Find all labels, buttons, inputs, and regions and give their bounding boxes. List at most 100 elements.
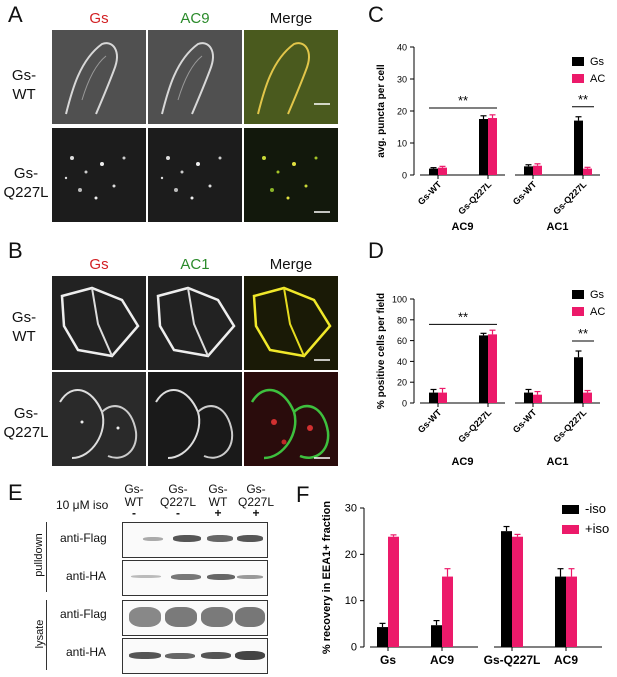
x-tick-label: Gs-Q227L <box>551 179 588 216</box>
band <box>237 575 263 579</box>
legend-swatch <box>572 57 584 66</box>
bar <box>438 167 447 175</box>
y-tick-label: 60 <box>397 336 407 346</box>
row-label-gs-wt: Gs- WT <box>11 67 37 103</box>
bar <box>431 625 442 647</box>
band <box>165 607 197 627</box>
y-tick-label: 30 <box>397 75 407 85</box>
micrograph-b-gs-wt-merge <box>244 276 338 370</box>
bar <box>533 165 542 175</box>
legend-swatch <box>572 290 584 299</box>
y-tick-label: 40 <box>397 357 407 367</box>
iso-treatment-label: 10 μM iso <box>56 498 109 512</box>
group-label: AC9 <box>451 221 473 232</box>
micrograph-b-q227l-merge <box>244 372 338 466</box>
band <box>131 575 161 578</box>
bar <box>555 576 566 647</box>
band <box>171 574 201 580</box>
legend-label: -iso <box>585 501 606 516</box>
band <box>207 535 233 542</box>
micrograph-a-q227l-gs <box>52 128 146 222</box>
x-tick-label: Gs-WT <box>416 407 444 435</box>
lane-header-4: Gs- Q227L <box>238 482 275 509</box>
pulldown-bracket <box>46 522 51 592</box>
y-axis-label: % positive cells per field <box>376 293 387 409</box>
band <box>129 607 161 627</box>
legend-label: AC <box>590 306 605 318</box>
y-tick-label: 10 <box>397 139 407 149</box>
legend-swatch <box>562 525 579 534</box>
micrograph-a-q227l-ac9 <box>148 128 242 222</box>
bar <box>524 166 533 175</box>
legend-swatch <box>572 307 584 316</box>
significance-stars: ** <box>578 326 588 341</box>
bar <box>566 576 577 647</box>
significance-stars: ** <box>458 93 468 108</box>
legend-label: Gs <box>590 56 605 68</box>
blot-row-label-1: anti-Flag <box>60 531 107 545</box>
bar <box>524 392 533 403</box>
bar <box>479 335 488 403</box>
x-tick-label: Gs-Q227L <box>551 407 588 444</box>
iso-sign-1: - <box>132 506 136 520</box>
x-tick-label: Gs <box>380 653 396 667</box>
bar <box>488 334 497 403</box>
lane-header-2: Gs- Q227L <box>160 482 197 509</box>
blot-row-label-4: anti-HA <box>66 645 107 659</box>
bar <box>388 536 399 647</box>
micrograph-b-gs-wt-gs <box>52 276 146 370</box>
micrograph-b-q227l-ac1 <box>148 372 242 466</box>
bar <box>377 627 388 647</box>
micrograph-b-gs-wt-ac1 <box>148 276 242 370</box>
y-tick-label: 0 <box>351 642 357 654</box>
blot-pulldown-ha <box>122 560 268 596</box>
x-tick-label: Gs-Q227L <box>456 179 493 216</box>
panel-letter-d: D <box>368 238 384 263</box>
col-label-merge: Merge <box>269 10 313 27</box>
micrograph-a-gs-wt-merge <box>244 30 338 124</box>
bar <box>429 168 438 175</box>
bar <box>574 357 583 403</box>
panel-letter-f: F <box>296 482 310 507</box>
blot-pulldown-flag <box>122 522 268 558</box>
bar <box>438 392 447 403</box>
legend-swatch <box>572 74 584 83</box>
col-label-ac1: AC1 <box>180 256 210 273</box>
x-tick-label: Gs-WT <box>416 179 444 207</box>
band <box>201 652 231 659</box>
y-axis-label: avg. puncta per cell <box>376 64 387 158</box>
col-label-gs: Gs <box>89 256 109 273</box>
band <box>201 607 233 627</box>
significance-stars: ** <box>458 309 468 324</box>
bar <box>574 120 583 175</box>
row-label-gs-wt: Gs- WT <box>11 309 37 345</box>
group-label: AC1 <box>546 221 568 232</box>
row-label-gs-q227l: Gs- Q227L <box>3 405 49 441</box>
x-tick-label: Gs-WT <box>511 407 539 435</box>
bar <box>583 168 592 175</box>
col-label-merge: Merge <box>269 256 313 273</box>
band <box>237 535 263 542</box>
y-axis-label: % recovery in EEA1+ fraction <box>321 501 333 654</box>
lane-header-1: Gs- WT <box>124 482 144 509</box>
y-tick-label: 0 <box>402 171 407 181</box>
band <box>173 535 201 542</box>
y-tick-label: 100 <box>392 295 407 305</box>
band <box>207 574 235 580</box>
band <box>235 607 265 627</box>
y-tick-label: 20 <box>345 549 357 561</box>
bar <box>429 392 438 403</box>
row-label-gs-q227l: Gs- Q227L <box>3 165 49 201</box>
panel-letter-a: A <box>8 2 23 27</box>
panel-letter-b: B <box>8 238 23 263</box>
group-label-pulldown: pulldown <box>33 533 45 577</box>
y-tick-label: 80 <box>397 315 407 325</box>
group-label-lysate: lysate <box>34 619 46 649</box>
x-tick-label: AC9 <box>554 653 578 667</box>
micrograph-b-q227l-gs <box>52 372 146 466</box>
legend-label: Gs <box>590 289 605 301</box>
y-tick-label: 40 <box>397 43 407 53</box>
iso-sign-3: + <box>214 506 222 520</box>
y-tick-label: 20 <box>397 107 407 117</box>
bar <box>442 576 453 647</box>
